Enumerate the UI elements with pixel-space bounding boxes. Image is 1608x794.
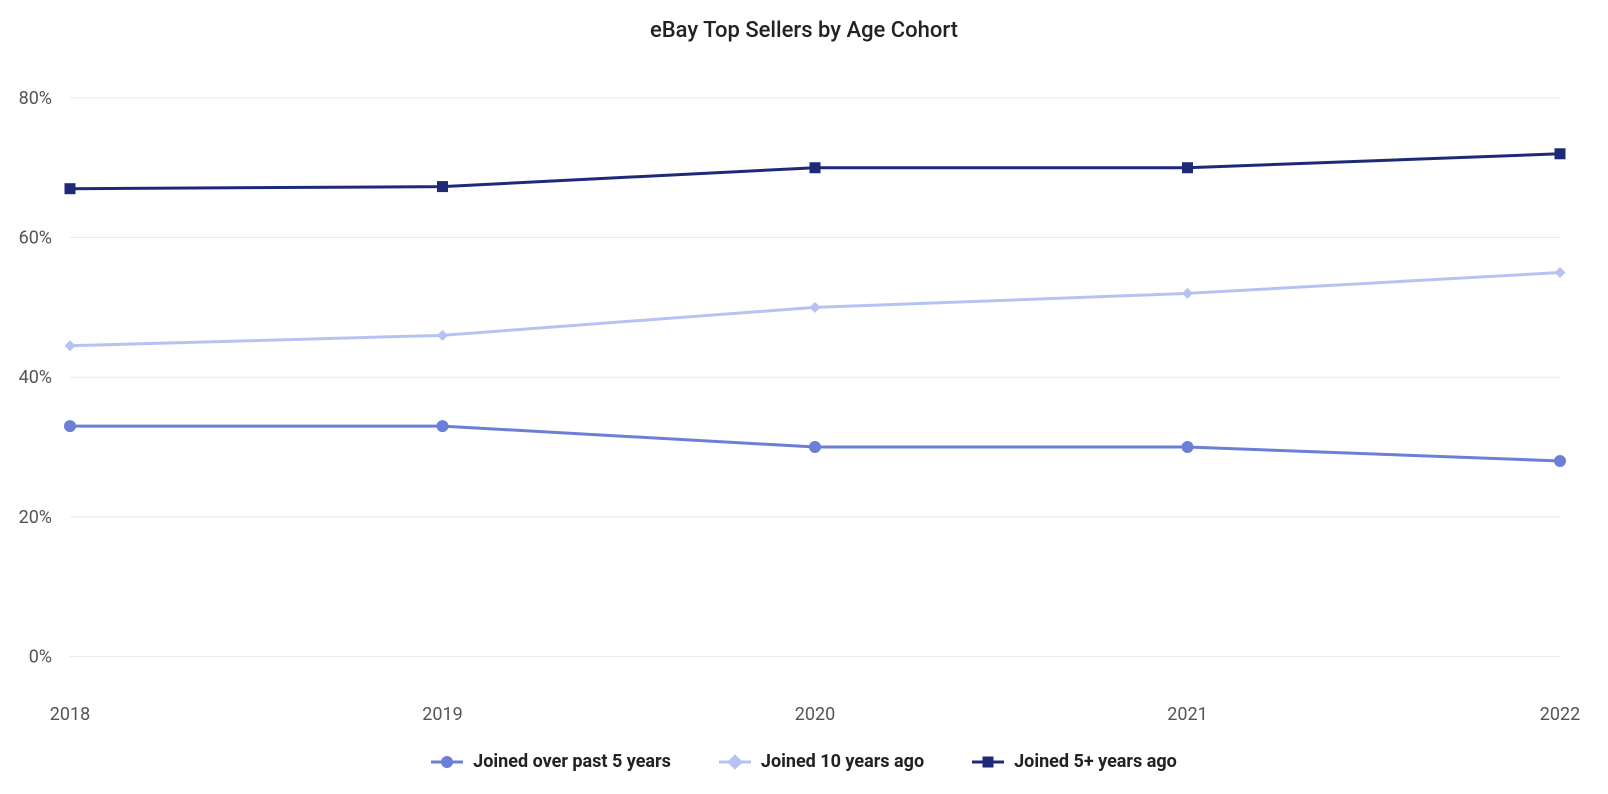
data-point [1182,288,1193,299]
data-point [810,302,821,313]
legend-item[interactable]: Joined over past 5 years [431,751,671,772]
x-axis-tick-label: 2018 [50,704,90,725]
y-axis-tick-label: 0% [29,646,52,667]
data-point [1554,455,1566,467]
legend-swatch [972,755,1004,769]
legend-label: Joined 10 years ago [761,751,924,772]
data-point [437,330,448,341]
data-point [64,420,76,432]
data-point [1182,441,1194,453]
data-point [1555,267,1566,278]
legend: Joined over past 5 years Joined 10 years … [0,751,1608,772]
x-axis-tick-label: 2022 [1540,704,1580,725]
x-axis-tick-label: 2021 [1167,704,1207,725]
x-axis-tick-label: 2020 [795,704,835,725]
diamond-icon [727,754,743,770]
y-axis-tick-label: 60% [19,228,52,249]
legend-label: Joined 5+ years ago [1014,751,1177,772]
circle-icon [441,756,453,768]
data-point [1555,148,1566,159]
legend-swatch [719,755,751,769]
legend-item[interactable]: Joined 5+ years ago [972,751,1177,772]
data-point [65,340,76,351]
data-point [437,181,448,192]
data-point [1182,162,1193,173]
legend-swatch [431,755,463,769]
chart-title: eBay Top Sellers by Age Cohort [0,18,1608,43]
x-axis-tick-label: 2019 [422,704,462,725]
legend-item[interactable]: Joined 10 years ago [719,751,924,772]
legend-label: Joined over past 5 years [473,751,671,772]
line-chart: 0% 20% 40% 60% 80% 2018 2019 2020 2021 2022 [0,0,1608,794]
y-axis-tick-label: 40% [19,367,52,388]
y-axis-tick-label: 80% [19,88,52,109]
data-point [65,183,76,194]
data-point [809,441,821,453]
data-point [810,162,821,173]
chart-container: eBay Top Sellers by Age Cohort 0% 20% 40% 6… [0,0,1608,794]
y-axis-tick-label: 20% [19,507,52,528]
square-icon [983,756,994,767]
data-point [437,420,449,432]
